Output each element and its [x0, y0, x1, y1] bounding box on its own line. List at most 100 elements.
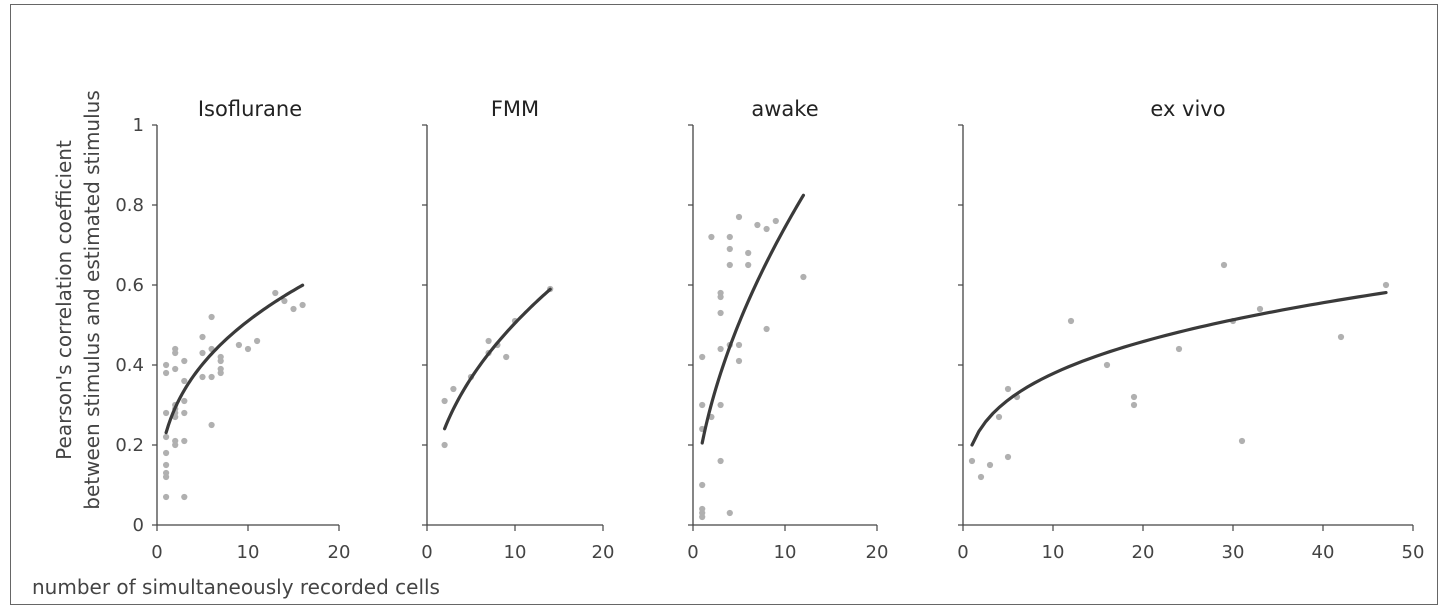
- panel-2-xtick-label: 0: [421, 542, 432, 563]
- panel-1-data-point: [235, 341, 242, 349]
- panel-4-data-point: [995, 413, 1003, 421]
- panel-2-data-point: [450, 385, 457, 393]
- panel-2-xtick-label: 10: [504, 542, 527, 563]
- panel-1-xtick-label: 0: [151, 542, 162, 563]
- panel-4-data-point: [968, 457, 976, 465]
- panel-4-data-point: [1130, 401, 1138, 409]
- panel-1-ytick-label: 0.4: [115, 355, 144, 376]
- panel-1-data-point: [217, 357, 224, 365]
- panel-4-data-point: [1175, 345, 1183, 353]
- panel-1-data-point: [290, 305, 297, 313]
- panel-4-xtick-label: 20: [1132, 542, 1155, 563]
- panel-4-data-point: [1220, 261, 1228, 269]
- panel-1-ytick-label: 0.6: [115, 275, 144, 296]
- panel-4-xtick-label: 50: [1402, 542, 1425, 563]
- panel-4-data-point: [986, 461, 994, 469]
- panel-3-data-point: [699, 481, 706, 489]
- panel-3-data-point: [717, 345, 724, 353]
- panel-3-data-point: [745, 261, 752, 269]
- panel-4-data-point: [977, 473, 985, 481]
- panel-4-data-point: [1004, 453, 1012, 461]
- panel-2-fit-curve: [443, 287, 552, 431]
- panel-4-xtick-label: 30: [1222, 542, 1245, 563]
- panel-4-data-point: [1382, 281, 1390, 289]
- panel-1-title: Isoflurane: [198, 97, 302, 121]
- panel-3-xtick-label: 20: [866, 542, 889, 563]
- panel-3-data-point: [735, 357, 743, 365]
- panel-2-data-point: [503, 353, 510, 361]
- panel-3-data-point: [735, 213, 743, 221]
- panel-3-fit-curve: [700, 193, 805, 445]
- panel-3-data-point: [745, 249, 752, 257]
- panel-3-data-point: [699, 401, 706, 409]
- panel-3-data-point: [754, 221, 761, 229]
- panel-2-data-point: [441, 397, 448, 405]
- panel-1-data-point: [163, 449, 170, 457]
- panel-1-data-point: [172, 349, 179, 357]
- panel-1-data-point: [299, 301, 306, 309]
- x-axis-label: number of simultaneously recorded cells: [32, 575, 440, 599]
- panel-1-ytick-label: 0.2: [115, 435, 144, 456]
- panel-4-fit-curve: [970, 290, 1388, 447]
- panel-2-data-point: [441, 441, 448, 449]
- panel-3-data-point: [708, 233, 715, 241]
- panel-1-data-point: [244, 345, 252, 353]
- panel-1-data-point: [181, 397, 188, 405]
- panel-3-title: awake: [751, 97, 818, 121]
- panel-1-data-point: [181, 409, 188, 417]
- panel-3-data-point: [717, 401, 724, 409]
- panel-1-data-point: [199, 373, 206, 381]
- panel-3-data-point: [717, 293, 724, 301]
- panel-4-data-point: [1130, 393, 1138, 401]
- panel-4-data-point: [1004, 385, 1012, 393]
- panel-4-data-point: [1238, 437, 1246, 445]
- panel-1-data-point: [281, 297, 288, 305]
- panel-4-title: ex vivo: [1150, 97, 1225, 121]
- panel-3-data-point: [717, 309, 724, 317]
- panel-3-data-point: [763, 325, 770, 333]
- figure-frame: [10, 4, 1438, 605]
- panel-1-data-point: [163, 433, 170, 441]
- panel-1-data-point: [217, 369, 224, 377]
- panel-1-data-point: [163, 361, 170, 369]
- panel-1-data-point: [199, 333, 206, 341]
- panel-3-data-point: [699, 513, 706, 521]
- panel-1-data-point: [272, 289, 279, 297]
- panel-1-data-point: [208, 313, 215, 321]
- panel-3-data-point: [763, 225, 770, 233]
- panel-1-xtick-label: 20: [328, 542, 351, 563]
- panel-3-data-point: [726, 233, 733, 241]
- panel-2-data-point: [485, 337, 492, 345]
- panel-4-xtick-label: 0: [957, 542, 968, 563]
- panel-3-xtick-label: 0: [687, 542, 698, 563]
- panel-1-data-point: [181, 377, 188, 385]
- panel-4-data-point: [1103, 361, 1111, 369]
- panel-1-data-point: [172, 365, 179, 373]
- panel-3-data-point: [726, 509, 733, 517]
- y-axis-label-line1: Pearson's correlation coefficient: [52, 140, 76, 460]
- panel-2-title: FMM: [491, 97, 539, 121]
- panel-4-xtick-label: 40: [1312, 542, 1335, 563]
- panel-1-data-point: [163, 493, 170, 501]
- panel-1-data-point: [181, 493, 188, 501]
- panel-3-data-point: [717, 457, 724, 465]
- panel-2-xtick-label: 20: [592, 542, 615, 563]
- panel-4-data-point: [1067, 317, 1075, 325]
- panel-1-fit-curve: [164, 283, 305, 435]
- panel-1-data-point: [254, 337, 261, 345]
- panel-3-xtick-label: 10: [774, 542, 797, 563]
- panel-1-ytick-label: 0: [133, 515, 144, 536]
- panel-1-data-point: [172, 441, 179, 449]
- panel-1-data-point: [208, 421, 215, 429]
- panel-1-data-point: [163, 409, 170, 417]
- panel-1-data-point: [163, 369, 170, 377]
- panel-3-data-point: [726, 261, 733, 269]
- panel-4-xtick-label: 10: [1042, 542, 1065, 563]
- panel-3-data-point: [726, 245, 733, 253]
- panel-1-data-point: [208, 373, 215, 381]
- panel-1-ytick-label: 0.8: [115, 195, 144, 216]
- panel-4-data-point: [1256, 305, 1264, 313]
- panel-1-data-point: [181, 437, 188, 445]
